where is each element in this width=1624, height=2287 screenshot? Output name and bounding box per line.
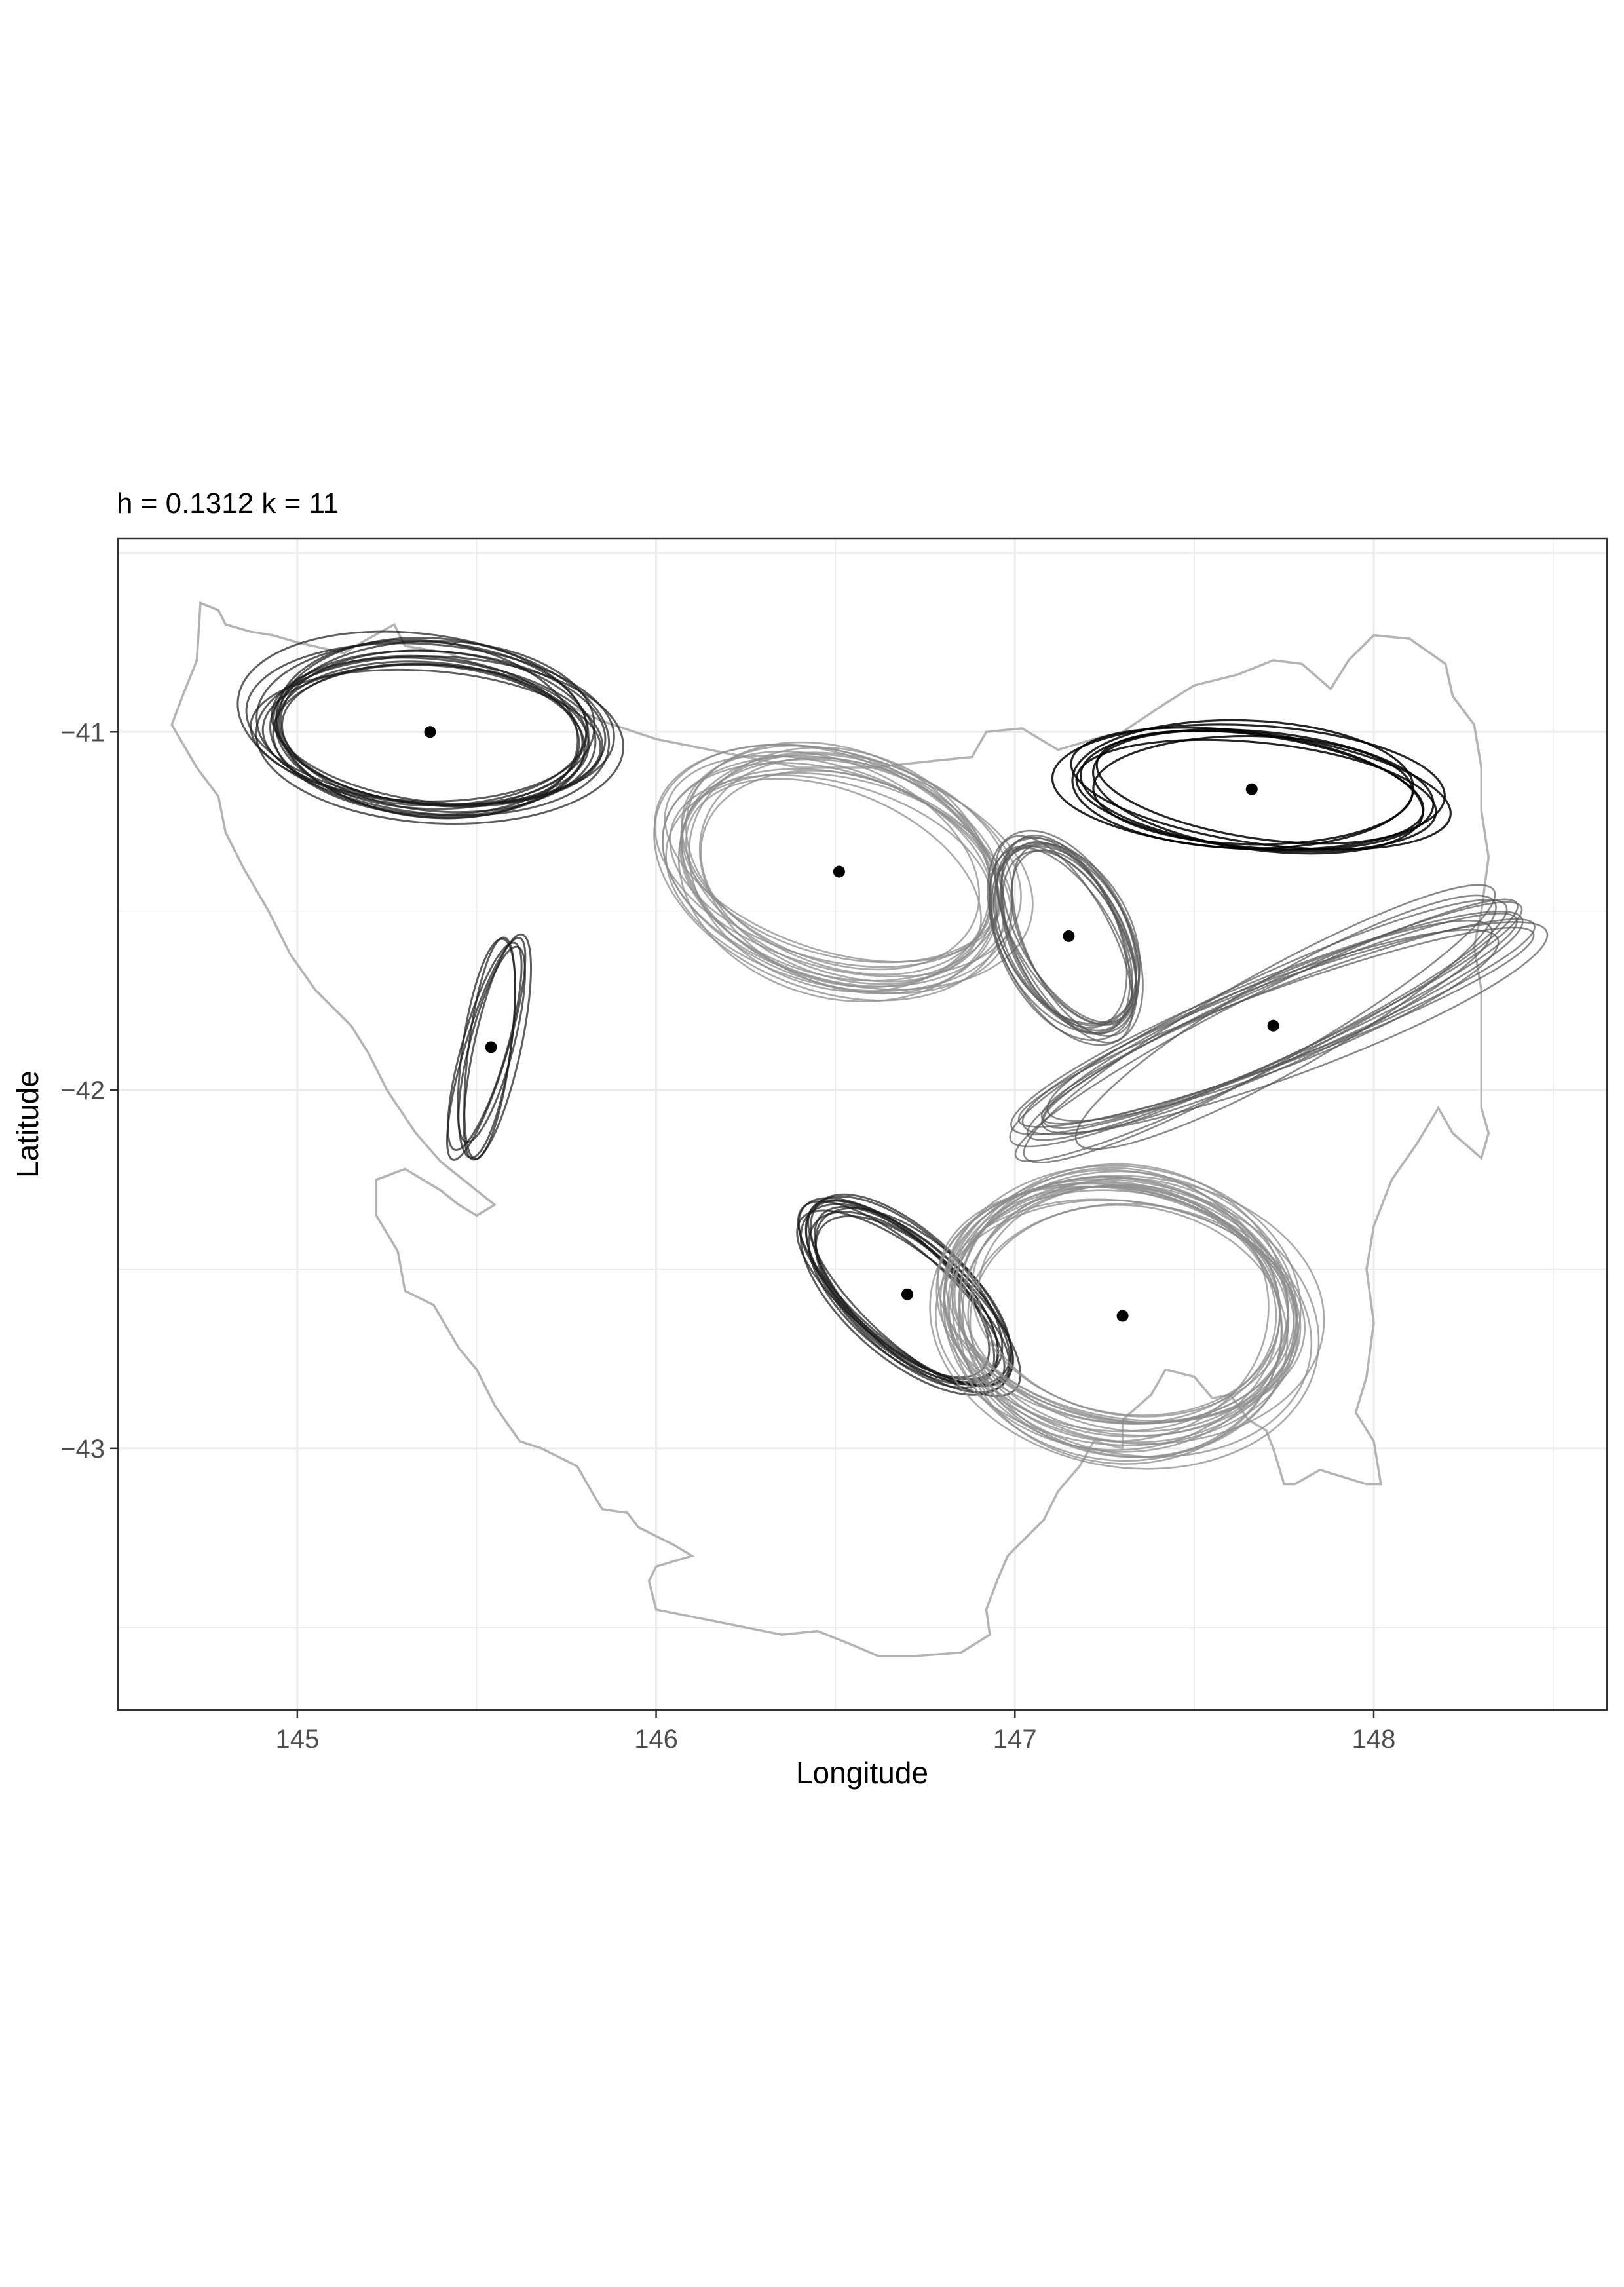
chart-title: h = 0.1312 k = 11 — [117, 487, 339, 520]
ellipse — [948, 1181, 1283, 1462]
center-point — [833, 865, 845, 878]
ellipse — [969, 1204, 1289, 1458]
x-tick-label: 146 — [634, 1725, 678, 1754]
cluster-centers — [424, 726, 1279, 1322]
ellipse — [1040, 918, 1536, 1125]
ellipse — [937, 1185, 1302, 1422]
center-point — [1063, 930, 1075, 942]
ellipse — [681, 750, 981, 971]
ellipse — [457, 937, 517, 1159]
ellipse — [1041, 919, 1493, 1135]
x-axis-title: Longitude — [796, 1756, 928, 1790]
ellipse — [1011, 843, 1138, 1037]
center-point — [1245, 783, 1258, 795]
ellipse — [1009, 899, 1508, 1148]
ellipse — [988, 837, 1140, 1042]
axis-ticks: 145 146 147 148 −41 −42 −43 — [60, 718, 1395, 1754]
center-point — [901, 1288, 913, 1300]
ellipse — [463, 933, 533, 1161]
ellipse — [1095, 729, 1425, 845]
ellipse — [1070, 727, 1452, 851]
ellipse — [1021, 921, 1549, 1136]
ellipse — [255, 655, 624, 825]
center-point — [424, 726, 436, 738]
ellipse — [935, 1181, 1295, 1425]
ellipse — [236, 630, 611, 816]
ellipse — [1051, 723, 1446, 851]
y-tick-label: −42 — [60, 1076, 105, 1105]
ellipse — [992, 842, 1141, 1025]
center-point — [1267, 1019, 1279, 1032]
ellipse — [943, 1169, 1281, 1451]
ellipse — [446, 936, 527, 1161]
center-point — [1116, 1310, 1129, 1322]
ellipse — [700, 769, 994, 985]
center-point — [485, 1041, 497, 1053]
ellipse — [934, 1199, 1300, 1446]
ellipse — [271, 656, 604, 806]
y-axis-title: Latitude — [10, 1070, 45, 1178]
y-tick-label: −41 — [60, 718, 105, 747]
x-tick-label: 145 — [275, 1725, 319, 1754]
ellipse — [273, 649, 607, 808]
panel-border — [117, 537, 1608, 1711]
ellipse — [274, 639, 595, 810]
ellipse — [929, 1178, 1320, 1470]
ellipse — [654, 744, 1022, 977]
confidence-ellipses — [236, 630, 1549, 1470]
y-tick-label: −43 — [60, 1435, 105, 1464]
x-tick-label: 148 — [1352, 1725, 1396, 1754]
x-tick-label: 147 — [993, 1725, 1037, 1754]
plot-panel — [118, 539, 1607, 1710]
ellipse — [688, 746, 992, 993]
ellipse — [939, 1175, 1325, 1445]
ellipse — [987, 829, 1144, 1046]
